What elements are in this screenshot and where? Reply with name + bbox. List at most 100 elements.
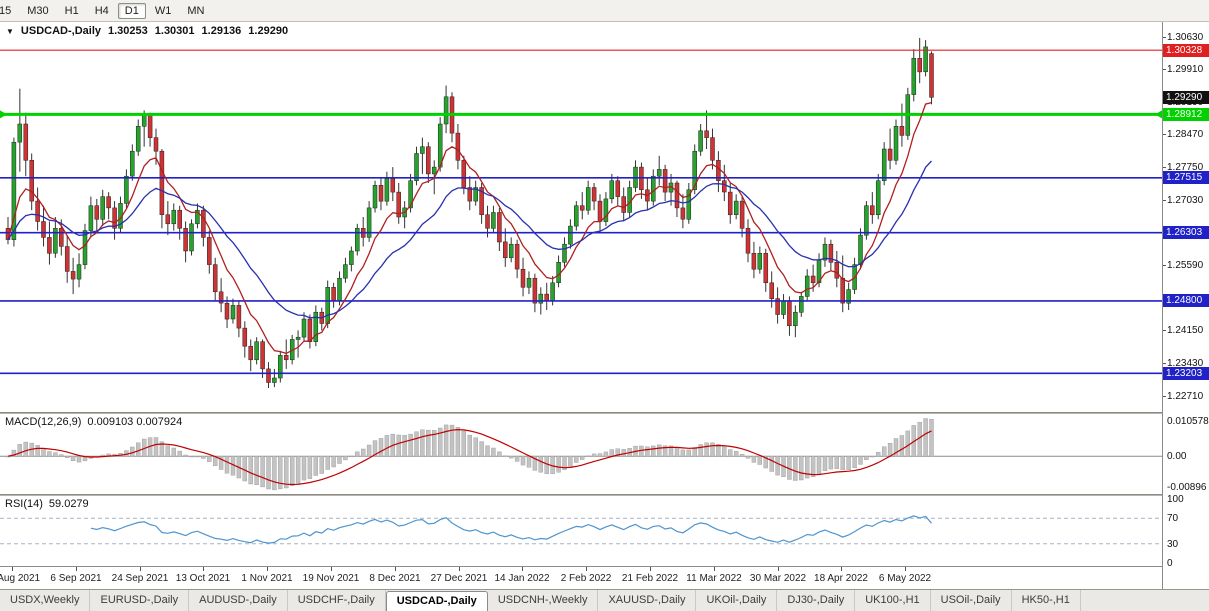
price-axis-tick: 1.29910 xyxy=(1167,64,1204,75)
date-axis-tick-mark xyxy=(522,567,523,571)
price-level-tag[interactable]: 1.26303 xyxy=(1163,226,1209,239)
tab-hk50-h1[interactable]: HK50-,H1 xyxy=(1012,590,1081,611)
tab-usdcad-daily[interactable]: USDCAD-,Daily xyxy=(385,591,488,611)
panel-splitter-rsi[interactable] xyxy=(0,494,1209,496)
tab-usdx-weekly[interactable]: USDX,Weekly xyxy=(0,590,91,611)
chart-tabs-bar: USDX,Weekly EURUSD-,Daily AUDUSD-,Daily USD… xyxy=(0,589,1209,611)
tab-eurusd-daily[interactable]: EURUSD-,Daily xyxy=(90,590,190,611)
date-axis-label: 18 Apr 2022 xyxy=(814,573,868,584)
rsi-chart xyxy=(0,515,1162,545)
price-axis-tick: 1.28470 xyxy=(1167,129,1204,140)
price-level-tag[interactable]: 1.27515 xyxy=(1163,171,1209,184)
date-axis-label: 6 May 2022 xyxy=(878,573,932,584)
date-axis-tick-mark xyxy=(905,567,906,571)
candlestick-chart[interactable] xyxy=(0,22,1162,412)
rsi-name: RSI(14) xyxy=(5,498,43,510)
tab-usdcnh-weekly[interactable]: USDCNH-,Weekly xyxy=(488,590,599,611)
rsi-line xyxy=(90,515,932,544)
timeframe-button-m30[interactable]: M30 xyxy=(27,4,49,17)
price-axis-tick-mark xyxy=(1163,396,1166,397)
price-axis-tick: 1.25590 xyxy=(1167,260,1204,271)
date-axis-label: 19 Nov 2021 xyxy=(302,573,360,584)
tab-usdchf-daily[interactable]: USDCHF-,Daily xyxy=(288,590,386,611)
date-axis-tick-mark xyxy=(331,567,332,571)
price-axis-tick-mark xyxy=(1163,330,1166,331)
date-axis-label: 21 Feb 2022 xyxy=(621,573,679,584)
date-axis-tick-mark xyxy=(841,567,842,571)
moving-average-ma-fast xyxy=(7,101,932,355)
price-axis-tick: 1.27750 xyxy=(1167,162,1204,173)
macd-chart xyxy=(0,418,1162,491)
macd-histogram xyxy=(5,418,934,491)
timeframe-button-15[interactable]: 15 xyxy=(0,4,12,17)
macd-axis-label: 0.00 xyxy=(1167,451,1187,462)
date-axis-label: 24 Sep 2021 xyxy=(111,573,169,584)
date-axis-label: 30 Mar 2022 xyxy=(749,573,807,584)
tab-xauusd-daily[interactable]: XAUUSD-,Daily xyxy=(598,590,697,611)
rsi-axis-label: 0 xyxy=(1167,558,1173,569)
date-axis-tick-mark xyxy=(395,567,396,571)
tab-audusd-daily[interactable]: AUDUSD-,Daily xyxy=(189,590,288,611)
ohlc-close: 1.29290 xyxy=(248,25,289,37)
tab-uk100-h1[interactable]: UK100-,H1 xyxy=(855,590,931,611)
price-axis-tick-mark xyxy=(1163,363,1166,364)
tab-usoil-daily[interactable]: USOil-,Daily xyxy=(931,590,1012,611)
date-axis-tick-mark xyxy=(140,567,141,571)
rsi-label: RSI(14) 59.0279 xyxy=(5,498,95,510)
price-axis-tick: 1.27030 xyxy=(1167,195,1204,206)
date-axis-label: 2 Feb 2022 xyxy=(560,573,612,584)
tab-ukoil-daily[interactable]: UKOil-,Daily xyxy=(696,590,778,611)
macd-values: 0.009103 0.007924 xyxy=(87,416,183,428)
date-axis-tick-mark xyxy=(267,567,268,571)
price-axis-tick: 1.24150 xyxy=(1167,325,1204,336)
price-level-tag[interactable]: 1.23203 xyxy=(1163,367,1209,380)
price-axis-tick: 1.22710 xyxy=(1167,391,1204,402)
date-axis-label: 13 Oct 2021 xyxy=(175,573,231,584)
date-axis-tick-mark xyxy=(203,567,204,571)
tab-dj30-daily[interactable]: DJ30-,Daily xyxy=(777,590,856,611)
price-axis-tick-mark xyxy=(1163,134,1166,135)
price-axis-tick: 1.23430 xyxy=(1167,358,1204,369)
date-axis-tick-mark xyxy=(586,567,587,571)
macd-pane: MACD(12,26,9) 0.009103 0.007924 xyxy=(0,414,1162,494)
timeframe-toolbar: 15 M30 H1 H4 D1 W1 MN xyxy=(0,0,1209,22)
ohlc-open: 1.30253 xyxy=(108,25,148,37)
price-axis-tick-mark xyxy=(1163,167,1166,168)
timeframe-button-h1[interactable]: H1 xyxy=(64,4,79,17)
date-axis-label: 18 Aug 2021 xyxy=(0,573,41,584)
candles xyxy=(5,37,934,388)
macd-name: MACD(12,26,9) xyxy=(5,416,82,428)
main-chart-pane[interactable]: ▼ USDCAD-,Daily 1.30253 1.30301 1.29136 … xyxy=(0,22,1162,412)
price-axis-tick-mark xyxy=(1163,265,1166,266)
macd-axis-label: -0.00896 xyxy=(1167,482,1207,493)
price-level-tag[interactable]: 1.30328 xyxy=(1163,44,1209,57)
rsi-pane: RSI(14) 59.0279 xyxy=(0,496,1162,566)
price-level-tag[interactable]: 1.24800 xyxy=(1163,294,1209,307)
price-level-lines[interactable] xyxy=(0,49,1162,375)
rsi-value: 59.0279 xyxy=(48,498,89,510)
date-axis-tick-mark xyxy=(76,567,77,571)
date-axis-tick-mark xyxy=(12,567,13,571)
date-axis-tick-mark xyxy=(778,567,779,571)
date-axis-label: 6 Sep 2021 xyxy=(50,573,102,584)
timeframe-button-w1[interactable]: W1 xyxy=(154,4,172,17)
symbol-dropdown-icon[interactable]: ▼ xyxy=(6,26,14,36)
date-axis-tick-mark xyxy=(714,567,715,571)
timeframe-button-h4[interactable]: H4 xyxy=(94,4,109,17)
date-axis[interactable]: 18 Aug 2021 6 Sep 2021 24 Sep 2021 13 Oct 2… xyxy=(0,566,1162,589)
timeframe-button-mn[interactable]: MN xyxy=(187,4,205,17)
panel-splitter-macd[interactable] xyxy=(0,412,1209,414)
timeframe-button-d1[interactable]: D1 xyxy=(117,2,146,19)
rsi-axis-label: 100 xyxy=(1167,494,1184,505)
price-level-tag[interactable]: 1.28912 xyxy=(1163,108,1209,121)
moving-average-ma-slow xyxy=(7,160,932,319)
rsi-axis-label: 70 xyxy=(1167,513,1179,524)
date-axis-label: 14 Jan 2022 xyxy=(494,573,550,584)
chart-ohlc-header: ▼ USDCAD-,Daily 1.30253 1.30301 1.29136 … xyxy=(6,25,288,37)
ohlc-low: 1.29136 xyxy=(201,25,242,37)
macd-axis-label: 0.010578 xyxy=(1167,416,1209,427)
date-axis-label: 8 Dec 2021 xyxy=(369,573,421,584)
price-axis[interactable]: 1.306301.299101.291901.284701.277501.270… xyxy=(1162,22,1209,589)
date-axis-label: 11 Mar 2022 xyxy=(686,573,742,584)
